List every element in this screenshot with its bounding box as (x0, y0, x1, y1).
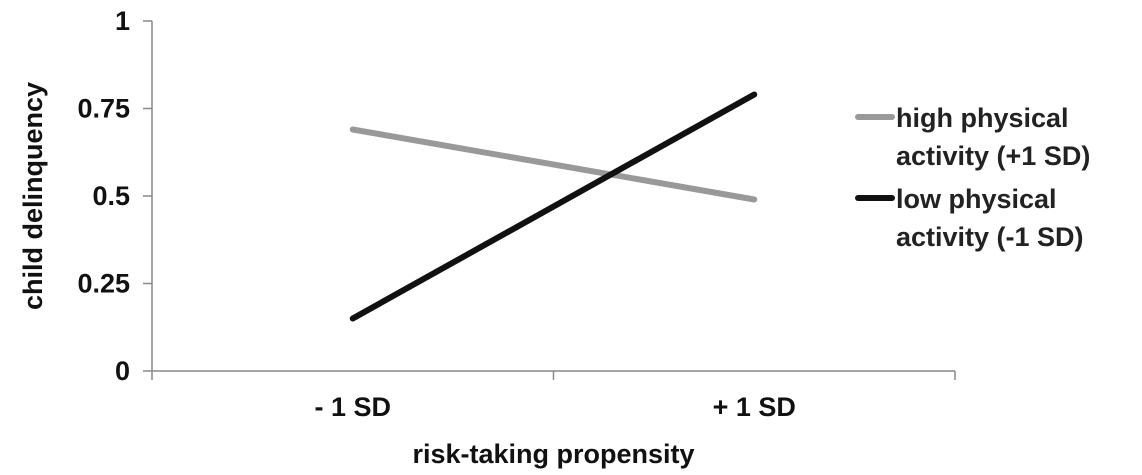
y-tick-label: 0.5 (92, 181, 130, 211)
x-tick-label: + 1 SD (713, 392, 796, 422)
series-line-low-activity (349, 91, 758, 322)
axes (151, 21, 955, 372)
series-lines (349, 91, 758, 322)
series-line-high-activity (349, 126, 758, 203)
y-axis-ticks: 0 0.25 0.5 0.75 1 (77, 6, 152, 386)
y-tick-label: 0.25 (77, 269, 130, 299)
y-tick-label: 0.75 (77, 94, 130, 124)
y-tick-label: 0 (115, 356, 130, 386)
y-tick-label: 1 (115, 6, 130, 36)
legend-label: low physical (896, 184, 1057, 214)
legend-label: activity (+1 SD) (896, 141, 1090, 171)
legend-label: high physical (896, 103, 1069, 133)
x-axis-title: risk-taking propensity (412, 439, 694, 469)
legend-label: activity (-1 SD) (896, 222, 1084, 252)
y-axis-title: child delinquency (18, 82, 48, 310)
x-tick-label: - 1 SD (314, 392, 391, 422)
legend: high physical activity (+1 SD) low physica… (855, 103, 1090, 252)
x-axis-ticks: - 1 SD + 1 SD (151, 371, 956, 422)
